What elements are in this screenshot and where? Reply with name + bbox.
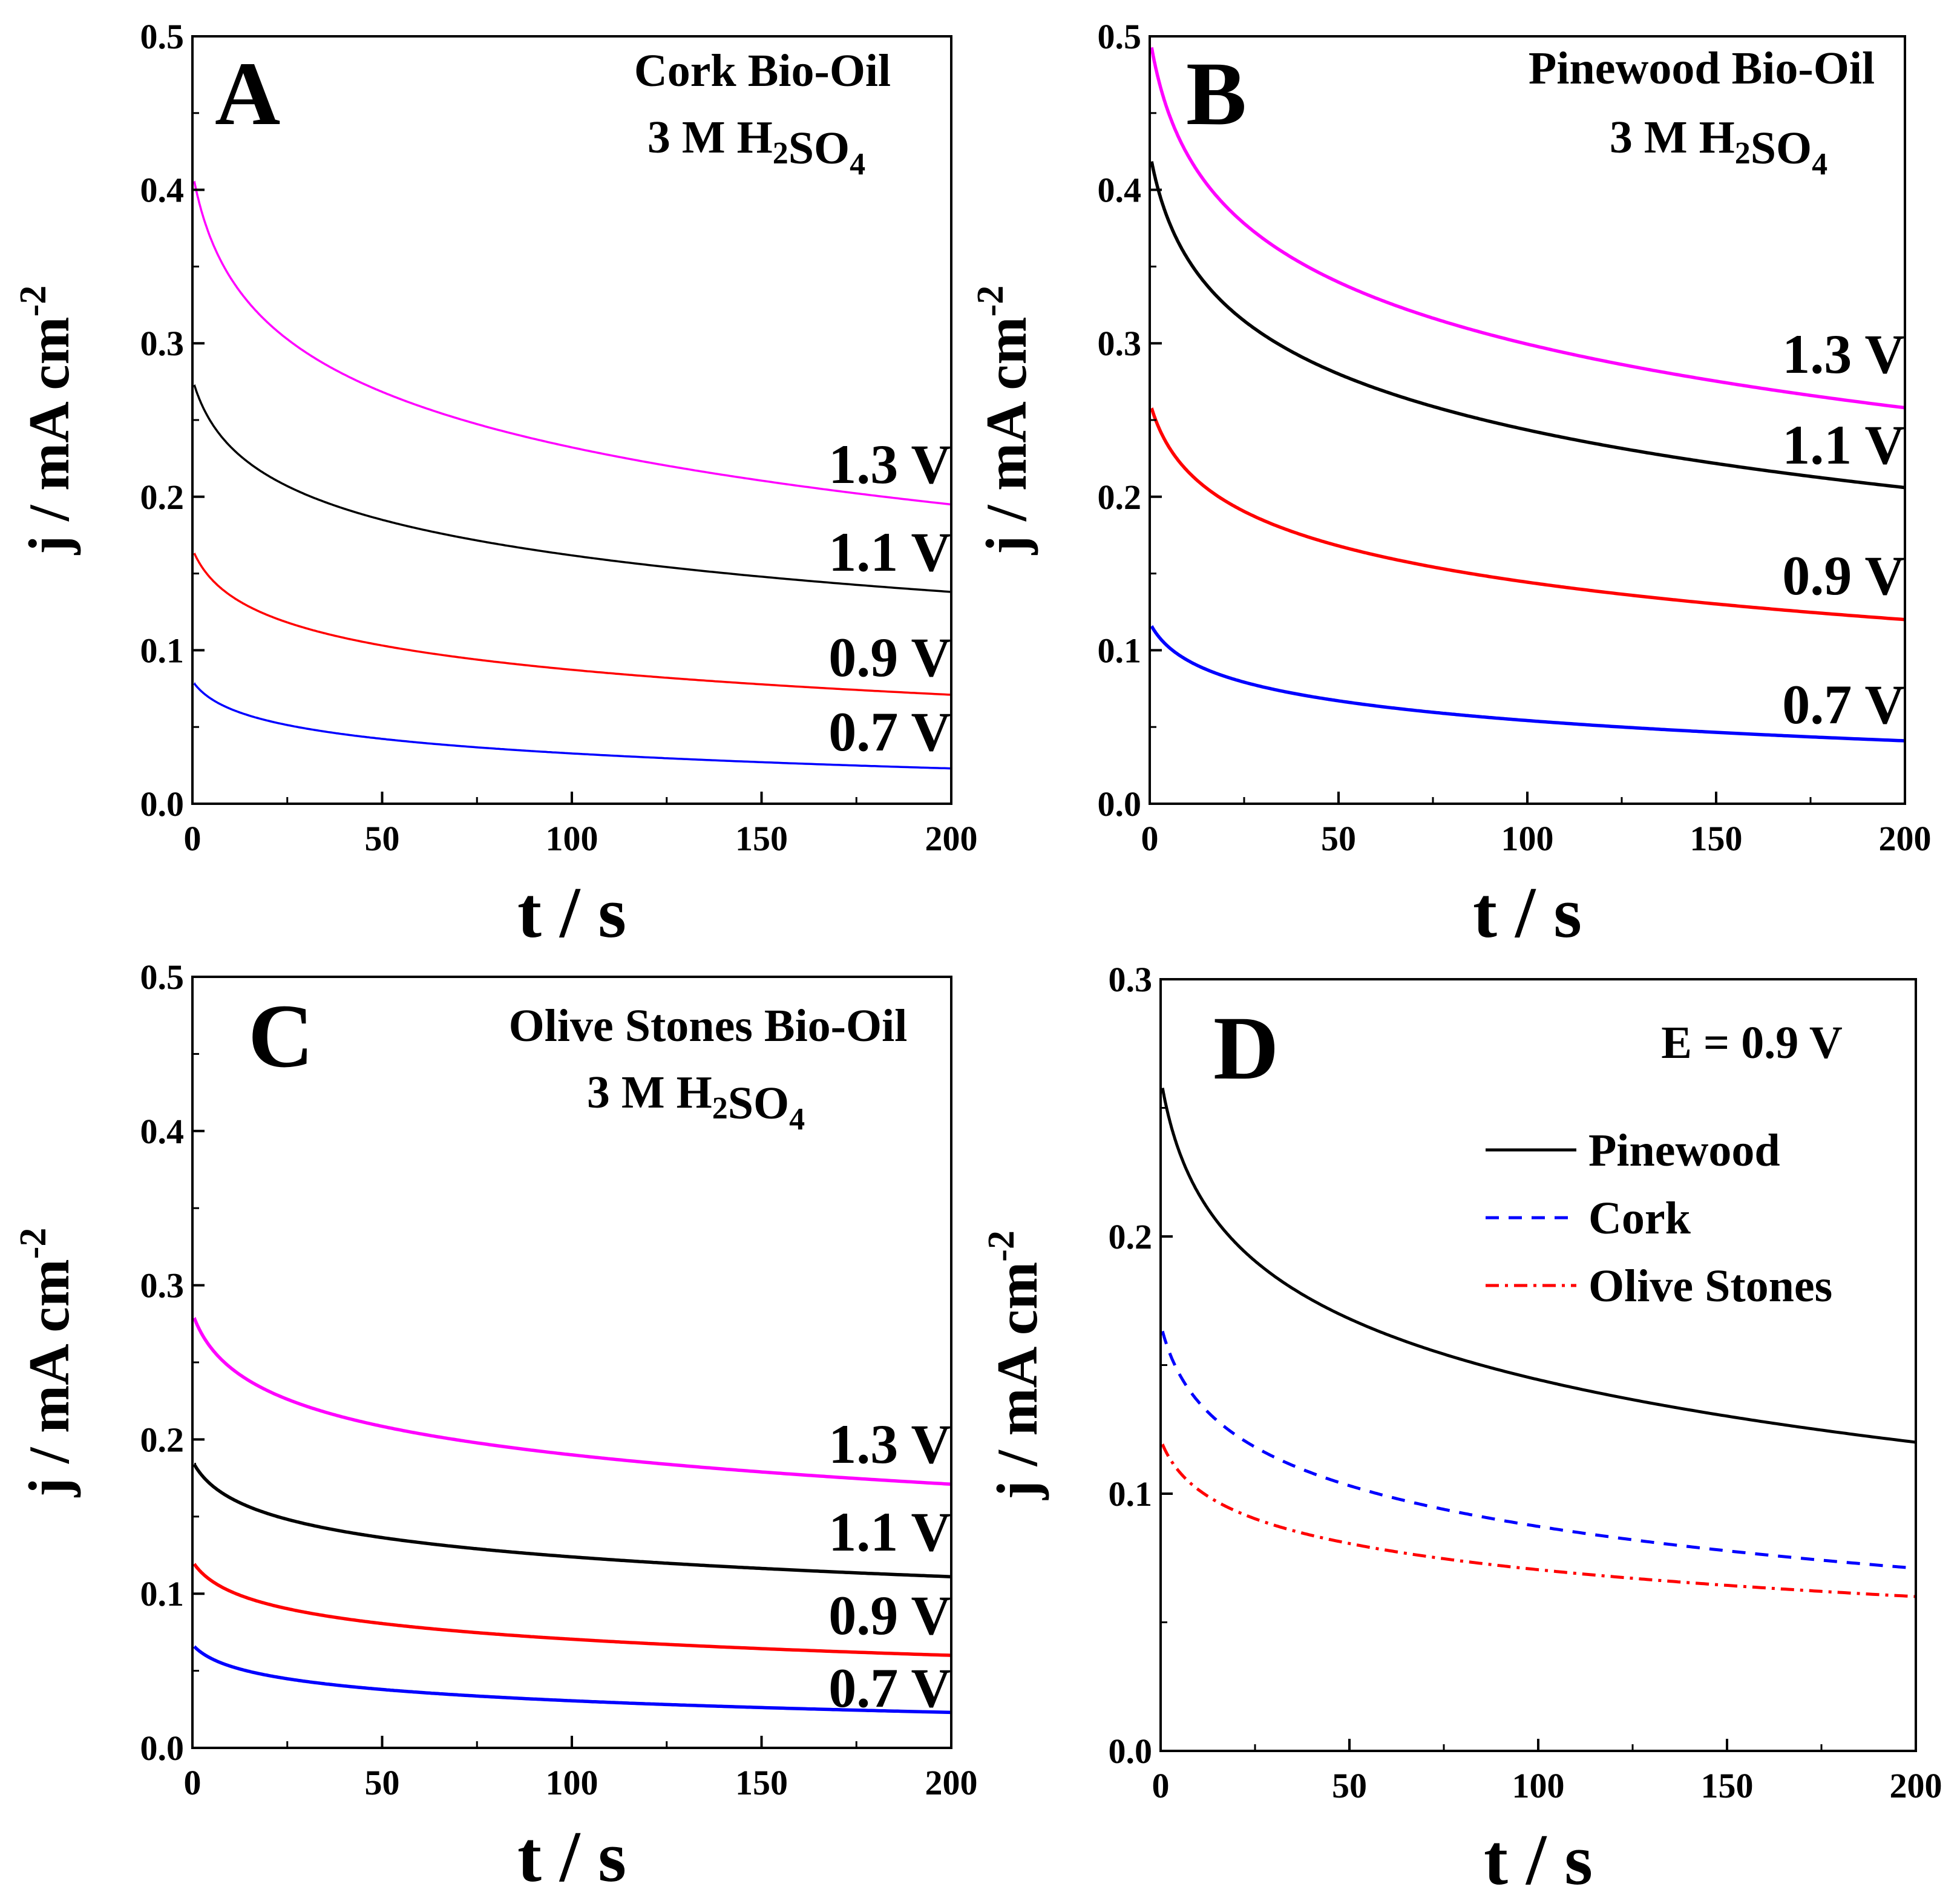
x-tick-label: 200 — [925, 1763, 978, 1802]
series-label: 0.9 V — [828, 1584, 951, 1646]
panel-subtitle: 3 M H2SO4 — [587, 1067, 805, 1137]
y-tick-label: 0.4 — [140, 171, 185, 210]
y-axis-label: j / mA cm-2 — [13, 286, 81, 556]
series-line-1-3-v — [1150, 47, 1905, 410]
x-tick-label: 200 — [925, 819, 978, 858]
legend-label: Cork — [1588, 1193, 1691, 1244]
y-axis-label: j / mA cm-2 — [13, 1228, 81, 1498]
legend-label: Olive Stones — [1588, 1261, 1832, 1312]
x-tick-label: 150 — [1701, 1766, 1754, 1805]
series-label: 1.3 V — [828, 433, 951, 495]
y-tick-label: 0.0 — [140, 1729, 185, 1768]
x-tick-label: 0 — [184, 1763, 202, 1802]
y-tick-label: 0.2 — [1098, 478, 1142, 517]
y-axis-label: j / mA cm-2 — [970, 286, 1038, 556]
x-tick-label: 0 — [184, 819, 202, 858]
panel-subtitle: 3 M H2SO4 — [1610, 112, 1827, 182]
series-line-0-7-v — [192, 1645, 951, 1715]
y-tick-label: 0.5 — [140, 17, 185, 56]
x-axis-label: t / s — [1473, 872, 1582, 953]
y-tick-label: 0.3 — [1098, 324, 1142, 363]
series-line-cork — [1161, 1330, 1916, 1570]
y-tick-label: 0.3 — [140, 324, 185, 363]
x-tick-label: 50 — [365, 819, 400, 858]
series-line-1-1-v — [193, 384, 951, 593]
series-label: 0.7 V — [1782, 674, 1905, 735]
panel-letter: B — [1186, 44, 1247, 144]
series-line-0-7-v — [1150, 625, 1905, 743]
y-tick-label: 0.5 — [140, 957, 185, 997]
panel-title: Olive Stones Bio-Oil — [509, 1000, 908, 1051]
y-tick-label: 0.0 — [1109, 1732, 1153, 1771]
panel-letter: A — [215, 44, 280, 144]
series-label: 1.1 V — [1782, 414, 1905, 476]
series-label: 1.1 V — [828, 521, 951, 583]
series-line-0-9-v — [1150, 407, 1905, 622]
x-tick-label: 50 — [1321, 819, 1356, 858]
y-tick-label: 0.2 — [140, 1420, 185, 1459]
y-tick-label: 0.1 — [1109, 1474, 1153, 1514]
y-axis-label: j / mA cm-2 — [981, 1230, 1049, 1500]
series-line-1-3-v — [193, 180, 951, 506]
series-label: 0.9 V — [828, 626, 951, 688]
x-tick-label: 150 — [735, 1763, 788, 1802]
series-line-olive-stones — [1161, 1443, 1916, 1598]
y-tick-label: 0.0 — [140, 784, 185, 824]
panel-subtitle: 3 M H2SO4 — [647, 112, 865, 182]
y-tick-label: 0.3 — [1109, 960, 1153, 999]
legend: Pinewood Cork Olive Stones — [1486, 1125, 1832, 1312]
series-line-1-3-v — [192, 1316, 951, 1486]
series-label: 1.3 V — [828, 1413, 951, 1475]
x-tick-label: 100 — [546, 1763, 598, 1802]
y-tick-label: 0.0 — [1098, 784, 1142, 824]
panel-title: E = 0.9 V — [1661, 1017, 1843, 1068]
x-tick-label: 150 — [1690, 819, 1743, 858]
y-tick-label: 0.4 — [1098, 171, 1142, 210]
series-line-0-9-v — [192, 1563, 951, 1657]
y-tick-label: 0.1 — [140, 631, 185, 670]
y-tick-label: 0.4 — [140, 1112, 185, 1151]
series-line-pinewood — [1161, 1088, 1916, 1444]
y-tick-label: 0.2 — [1109, 1217, 1153, 1256]
x-tick-label: 150 — [735, 819, 788, 858]
y-tick-label: 0.1 — [1098, 631, 1142, 670]
x-tick-label: 100 — [1512, 1766, 1565, 1805]
x-tick-label: 200 — [1879, 819, 1932, 858]
series-label: 0.9 V — [1782, 545, 1905, 606]
x-tick-label: 0 — [1141, 819, 1159, 858]
y-tick-label: 0.1 — [140, 1574, 185, 1614]
x-tick-label: 100 — [1501, 819, 1554, 858]
panel-title: Pinewood Bio-Oil — [1529, 43, 1875, 94]
series-label: 0.7 V — [828, 701, 951, 763]
legend-label: Pinewood — [1588, 1125, 1780, 1176]
series-label: 1.3 V — [1782, 323, 1905, 385]
series-label: 1.1 V — [828, 1501, 951, 1563]
x-axis-label: t / s — [1484, 1819, 1593, 1900]
panel-b: 0 50 100 150 200 0.0 0.1 0.2 0.3 0.4 0.5 t / s j / m… — [970, 17, 1932, 953]
x-tick-label: 50 — [365, 1763, 400, 1802]
series-label: 0.7 V — [828, 1657, 951, 1719]
series-line-0-7-v — [193, 682, 951, 770]
y-tick-label: 0.5 — [1098, 17, 1142, 56]
series-line-1-1-v — [1150, 161, 1905, 490]
x-tick-label: 50 — [1332, 1766, 1367, 1805]
panel-c: 0 50 100 150 200 0.0 0.1 0.2 0.3 0.4 0.5 t / s j / m… — [13, 957, 978, 1897]
panel-letter: C — [248, 986, 313, 1086]
series-line-1-1-v — [192, 1463, 951, 1578]
x-axis-label: t / s — [517, 1816, 626, 1897]
panel-a: 0 50 100 150 200 0.0 0.1 0.2 0.3 0.4 0.5 t / s j / m… — [13, 17, 978, 953]
panel-letter: D — [1213, 998, 1279, 1098]
panel-d: 0 50 100 150 200 0.0 0.1 0.2 0.3 t / s j / mA cm-2… — [981, 960, 1942, 1900]
series-line-0-9-v — [193, 552, 951, 696]
x-tick-label: 200 — [1890, 1766, 1942, 1805]
x-axis-label: t / s — [517, 872, 626, 953]
x-tick-label: 100 — [546, 819, 598, 858]
x-tick-label: 0 — [1152, 1766, 1170, 1805]
y-tick-label: 0.2 — [140, 478, 185, 517]
y-tick-label: 0.3 — [140, 1266, 185, 1305]
panel-title: Cork Bio-Oil — [634, 45, 891, 96]
